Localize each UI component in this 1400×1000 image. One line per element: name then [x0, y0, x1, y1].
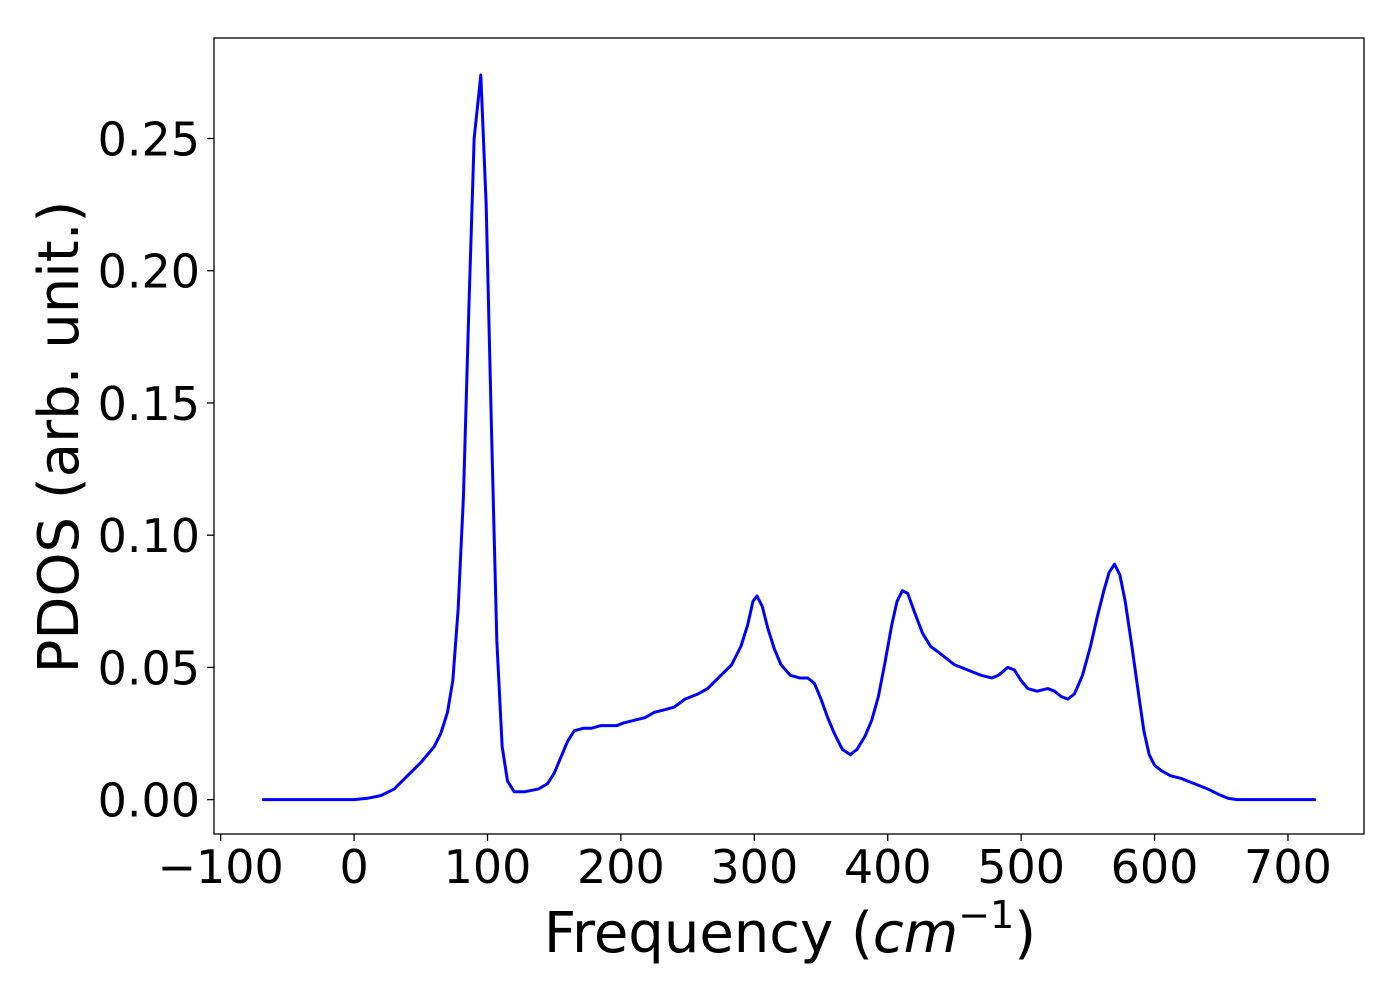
y-tick-label: 0.25 — [98, 112, 200, 166]
y-tick-label: 0.10 — [98, 509, 200, 563]
x-axis-label-exponent: −1 — [958, 893, 1014, 937]
plot-area-frame — [213, 37, 1365, 835]
y-tick-label: 0.15 — [98, 377, 200, 431]
y-tick-label: 0.00 — [98, 774, 200, 828]
x-tick-label: −100 — [157, 840, 283, 894]
y-axis-ticks: 0.00 0.05 0.10 0.15 0.20 0.25 — [98, 112, 214, 828]
x-axis-label-name: Frequency — [544, 901, 833, 966]
x-axis-ticks: −100 0 100 200 300 400 500 600 700 — [157, 834, 1332, 894]
x-tick-label: 600 — [1111, 840, 1199, 894]
y-tick-label: 0.05 — [98, 641, 200, 695]
x-tick-label: 400 — [844, 840, 932, 894]
x-tick-label: 0 — [339, 840, 368, 894]
y-tick-label: 0.20 — [98, 245, 200, 299]
x-axis-label-unit: cm — [873, 901, 958, 966]
x-tick-label: 700 — [1244, 840, 1332, 894]
x-tick-label: 200 — [577, 840, 665, 894]
x-tick-label: 300 — [710, 840, 798, 894]
y-axis-label: PDOS (arb. unit.) — [27, 201, 92, 674]
pdos-series-line — [261, 73, 1317, 802]
x-tick-label: 500 — [977, 840, 1065, 894]
x-axis-label: Frequency (cm−1) — [544, 893, 1036, 966]
x-tick-label: 100 — [444, 840, 532, 894]
